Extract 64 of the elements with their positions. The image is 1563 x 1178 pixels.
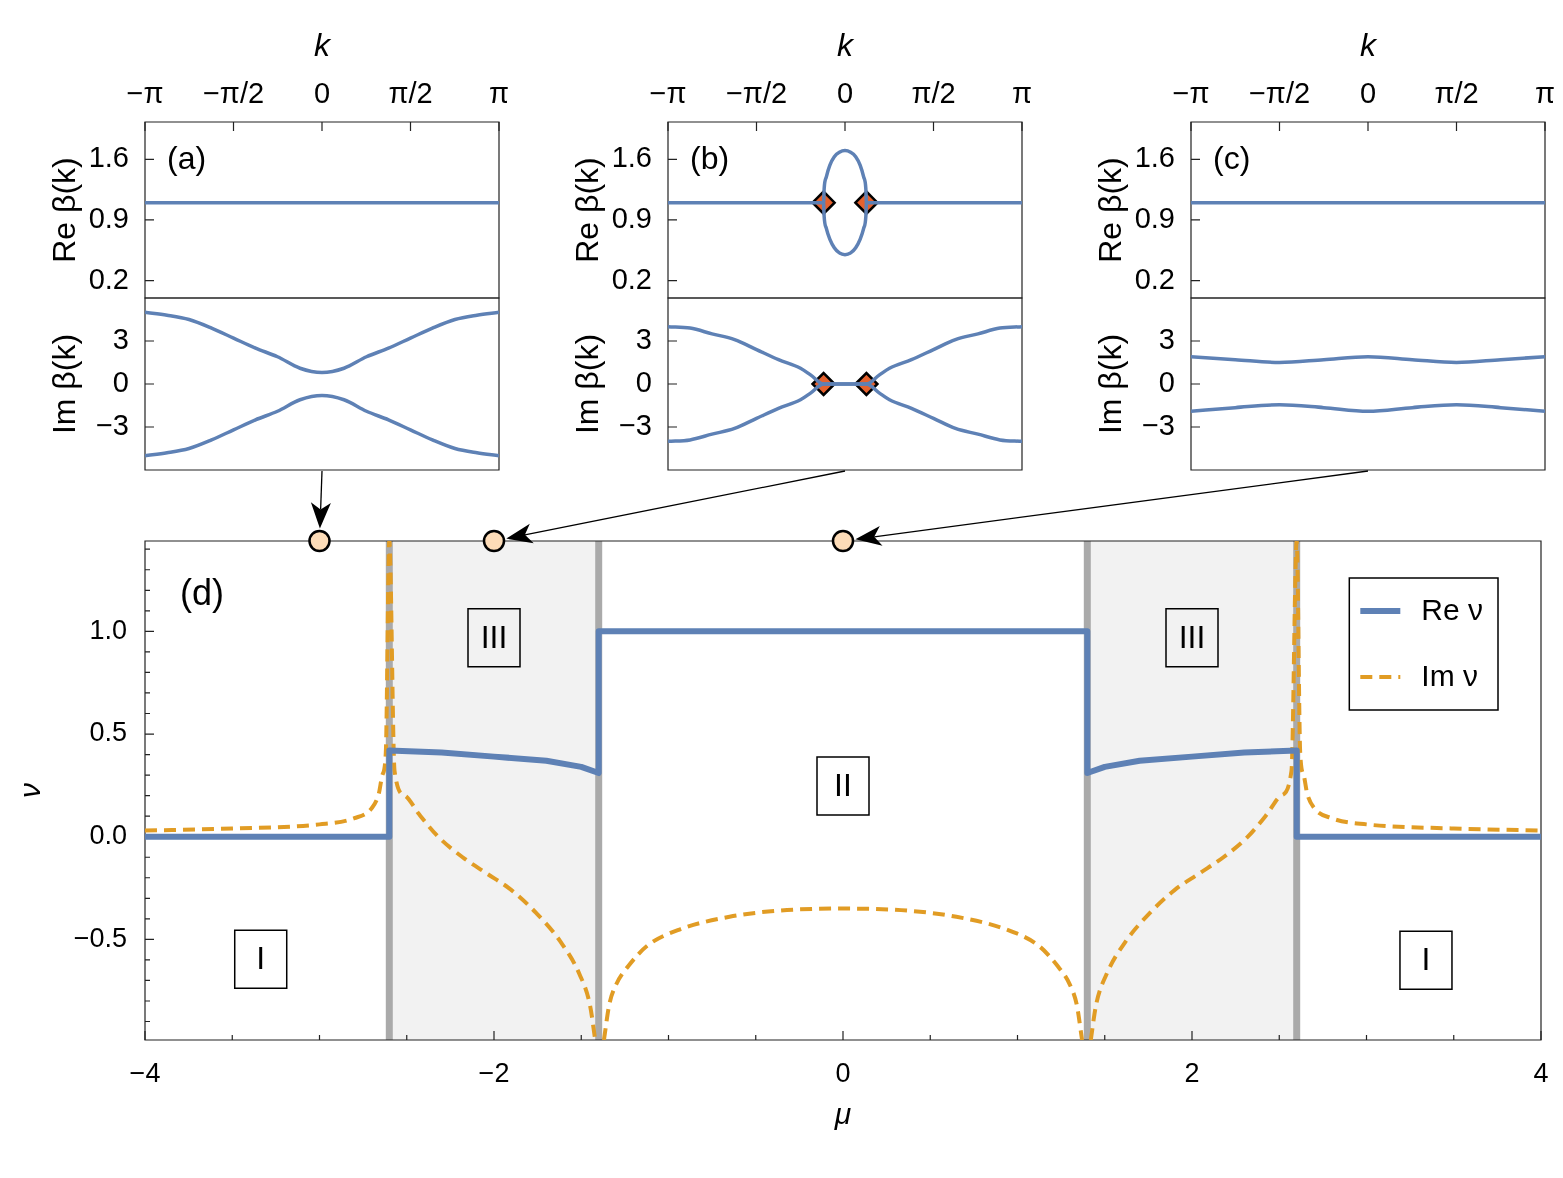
y-axis-title: Im β(k) bbox=[46, 333, 83, 435]
x-tick-label: −π/2 bbox=[202, 76, 265, 109]
annotation: I bbox=[256, 939, 266, 976]
annotation: I bbox=[1421, 940, 1431, 977]
annotation: III bbox=[1178, 618, 1206, 655]
x-tick-label: −4 bbox=[129, 1057, 161, 1088]
y-tick-label: 1.6 bbox=[611, 141, 652, 174]
y-tick-label: 0.2 bbox=[1134, 262, 1175, 295]
y-tick-label: 0.9 bbox=[1134, 201, 1175, 234]
x-tick-label: −2 bbox=[478, 1057, 510, 1088]
y-axis-title: Im β(k) bbox=[1092, 333, 1129, 435]
y-tick-label: 0.5 bbox=[89, 717, 127, 748]
y-tick-label: 0.9 bbox=[611, 201, 652, 234]
y-axis-title: ν bbox=[13, 783, 47, 798]
x-axis-title: k bbox=[837, 27, 855, 64]
annotation: II bbox=[834, 766, 852, 803]
y-tick-label: 0 bbox=[1158, 366, 1175, 398]
y-axis-title: Re β(k) bbox=[1092, 157, 1129, 263]
y-tick-label: 3 bbox=[112, 323, 129, 355]
y-tick-label: 1.6 bbox=[1134, 141, 1175, 174]
y-tick-label: 1.6 bbox=[88, 141, 129, 174]
x-tick-label: −π/2 bbox=[725, 76, 788, 109]
annotation: III bbox=[480, 618, 508, 655]
x-tick-label: 0 bbox=[835, 1057, 851, 1088]
legend-label: Im ν bbox=[1421, 659, 1478, 693]
y-tick-label: 0.0 bbox=[89, 820, 127, 851]
y-tick-label: 0.2 bbox=[88, 262, 129, 295]
y-tick-label: 3 bbox=[1158, 323, 1175, 355]
y-tick-label: 0.9 bbox=[88, 201, 129, 234]
x-tick-label: −π bbox=[649, 76, 687, 109]
x-axis-title: k bbox=[314, 27, 332, 64]
x-tick-label: 4 bbox=[1533, 1057, 1549, 1088]
x-axis-title: k bbox=[1360, 27, 1378, 64]
y-tick-label: −3 bbox=[618, 409, 652, 441]
y-axis-title: Re β(k) bbox=[569, 157, 606, 263]
x-tick-label: π bbox=[1534, 76, 1556, 109]
x-tick-label: −π/2 bbox=[1248, 76, 1311, 109]
x-tick-label: π/2 bbox=[1434, 76, 1479, 109]
x-tick-label: 0 bbox=[836, 76, 854, 109]
y-tick-label: 0 bbox=[112, 366, 129, 398]
x-tick-label: π/2 bbox=[388, 76, 433, 109]
y-tick-label: −0.5 bbox=[73, 922, 127, 953]
annotation: (d) bbox=[180, 571, 224, 613]
x-tick-label: −π bbox=[126, 76, 164, 109]
x-tick-label: 0 bbox=[1359, 76, 1377, 109]
y-tick-label: −3 bbox=[1141, 409, 1175, 441]
x-tick-label: π bbox=[488, 76, 510, 109]
x-tick-label: π bbox=[1011, 76, 1033, 109]
y-tick-label: 3 bbox=[635, 323, 652, 355]
x-tick-label: π/2 bbox=[911, 76, 956, 109]
y-axis-title: Im β(k) bbox=[569, 333, 606, 435]
y-tick-label: 1.0 bbox=[89, 614, 127, 645]
x-tick-label: 0 bbox=[313, 76, 331, 109]
annotation: (c) bbox=[1213, 139, 1251, 176]
legend-label: Re ν bbox=[1421, 593, 1483, 627]
x-tick-label: 2 bbox=[1184, 1057, 1200, 1088]
annotation: (a) bbox=[167, 139, 207, 176]
x-axis-title: μ bbox=[833, 1097, 852, 1131]
y-axis-title: Re β(k) bbox=[46, 157, 83, 263]
y-tick-label: 0 bbox=[635, 366, 652, 398]
x-tick-label: −π bbox=[1172, 76, 1210, 109]
annotation: (b) bbox=[690, 139, 730, 176]
y-tick-label: −3 bbox=[95, 409, 129, 441]
y-tick-label: 0.2 bbox=[611, 262, 652, 295]
